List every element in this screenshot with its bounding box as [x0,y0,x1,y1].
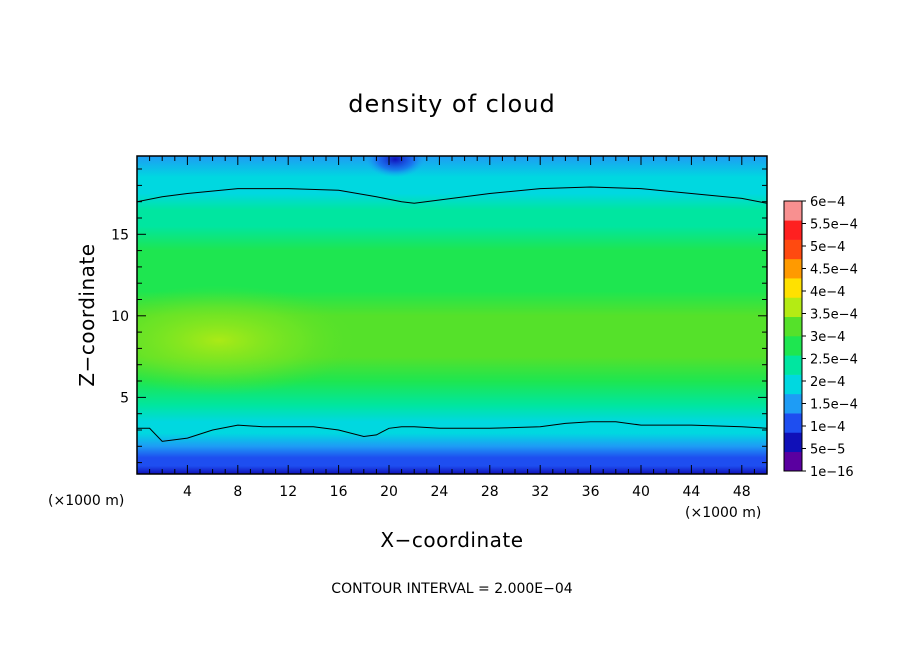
colorbar-label: 2e−4 [810,375,845,390]
x-tick-label: 28 [481,484,499,500]
colorbar-swatch [784,413,802,433]
x-tick-label: 32 [531,484,549,500]
colorbar-swatch [784,316,802,337]
colorbar-swatch [784,336,802,356]
x-axis-ticks: 4 8 12 16 20 24 28 32 36 40 44 48 [149,156,755,500]
contour-interval-note: CONTOUR INTERVAL = 2.000E−04 [331,581,572,597]
contour-line [137,186,767,204]
colorbar-swatch [784,355,802,375]
colorbar-swatch [784,432,802,453]
colorbar-swatch [784,258,802,279]
plot-area [137,156,767,474]
field-maximum [137,285,359,396]
x-tick-label: 16 [330,484,348,500]
x-tick-label: 20 [380,484,398,500]
colorbar-swatch [784,451,802,472]
colorbar-label: 5.5e−4 [810,218,858,233]
contour-line [137,421,767,442]
y-axis-ticks: 5 10 15 [111,168,767,464]
colorbar-swatch [784,297,802,318]
colorbar-swatch [784,201,802,221]
colorbar-swatch [784,278,802,298]
colorbar-label: 4.5e−4 [810,263,858,278]
x-tick-label: 40 [632,484,650,500]
colorbar: 1e−16 5e−5 1e−4 1.5e−4 2e−4 2.5e−4 3e−4 3.5e−4 4… [783,195,858,480]
colorbar-swatch [784,220,802,240]
x-tick-label: 48 [733,484,751,500]
chart-title: density of cloud [348,90,555,118]
contour-lines [137,186,767,442]
y-axis-label: Z−coordinate [75,243,99,386]
x-tick-label: 8 [233,484,242,500]
colorbar-label: 5e−5 [810,443,845,458]
x-tick-label: 44 [682,484,700,500]
colorbar-swatch [784,374,802,395]
y-axis-unit: (×1000 m) [48,493,124,509]
colorbar-label: 2.5e−4 [810,353,858,368]
x-tick-label: 24 [430,484,448,500]
x-tick-label: 36 [582,484,600,500]
y-tick-label: 15 [111,227,129,243]
colorbar-label: 1.5e−4 [810,398,858,413]
x-tick-label: 4 [183,484,192,500]
y-tick-label: 10 [111,309,129,325]
colorbar-label: 1e−4 [810,420,845,435]
colorbar-label: 5e−4 [810,240,845,255]
x-axis-label: X−coordinate [380,528,523,552]
colorbar-label: 6e−4 [810,195,845,210]
field-features [137,156,426,396]
colorbar-swatch [784,393,802,414]
colorbar-label: 1e−16 [810,465,854,480]
colorbar-swatch [784,239,802,260]
colorbar-label: 4e−4 [810,285,845,300]
x-tick-label: 12 [279,484,297,500]
x-axis-unit: (×1000 m) [685,505,761,521]
field-minimum [365,156,426,178]
colorbar-label: 3e−4 [810,330,845,345]
colorbar-label: 3.5e−4 [810,308,858,323]
y-tick-label: 5 [120,390,129,406]
